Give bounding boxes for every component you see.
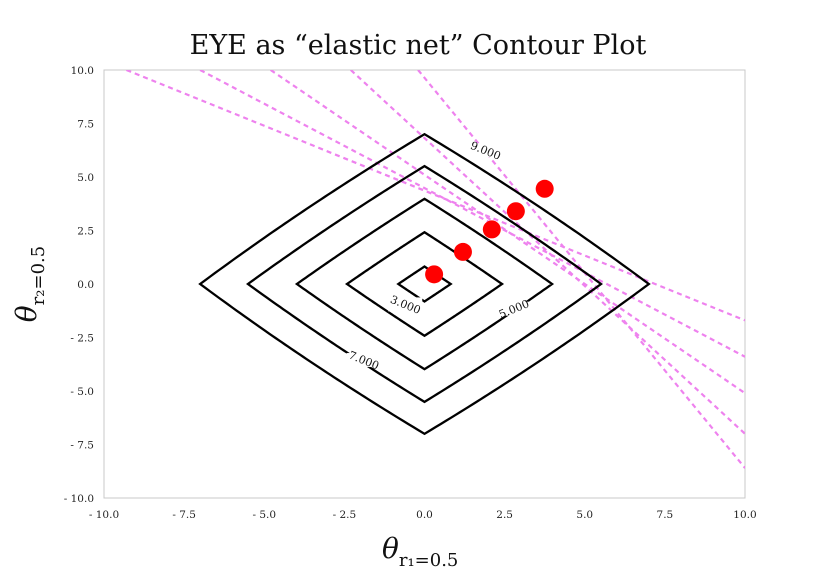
x-axis-label: θr₁=0.5 <box>382 532 458 571</box>
tangent-point <box>506 202 525 221</box>
x-tick-label: - 7.5 <box>172 509 196 521</box>
y-tick-labels: - 10.0 - 7.5 - 5.0 - 2.5 0.0 2.5 5.0 7.5 10.0 <box>64 65 94 505</box>
x-tick-label: - 2.5 <box>333 509 357 521</box>
y-tick-label: - 7.5 <box>70 440 94 452</box>
x-tick-label: 2.5 <box>496 509 513 521</box>
y-tick-label: 5.0 <box>77 172 94 184</box>
x-tick-labels: - 10.0 - 7.5 - 5.0 - 2.5 0.0 2.5 5.0 7.5 10.0 <box>89 509 757 521</box>
y-tick-label: - 2.5 <box>70 333 94 345</box>
x-tick-label: 7.5 <box>657 509 674 521</box>
constraint-line <box>350 70 745 435</box>
x-tick-label: - 5.0 <box>252 509 276 521</box>
svg-text:9.000: 9.000 <box>469 139 503 163</box>
y-tick-label: - 5.0 <box>70 386 94 398</box>
contour-labels: 3.000 5.000 7.000 9.000 <box>346 139 532 373</box>
tangent-point <box>425 265 444 284</box>
contour-label: 3.000 <box>388 293 422 317</box>
contour-lines <box>198 132 651 436</box>
tangent-point <box>535 179 554 198</box>
y-tick-label: - 10.0 <box>64 493 94 505</box>
contour-line <box>396 265 453 303</box>
tangent-point <box>482 220 501 239</box>
tangent-point <box>453 242 472 261</box>
constraint-line <box>126 70 745 322</box>
contour-line <box>246 164 603 404</box>
constraint-line <box>199 70 745 358</box>
chart-title: EYE as “elastic net” Contour Plot <box>190 30 647 61</box>
contour-label: 7.000 <box>346 349 381 373</box>
x-axis-label-main: θ <box>382 532 399 565</box>
plot-frame <box>103 69 746 499</box>
y-axis-label-main: θ <box>10 305 43 322</box>
x-tick-label: 0.0 <box>416 509 433 521</box>
y-axis-label-sub: r₂=0.5 <box>28 246 49 306</box>
constraint-line <box>417 70 745 469</box>
y-tick-label: 2.5 <box>77 226 94 238</box>
contour-label: 5.000 <box>497 297 532 321</box>
x-axis-label-sub: r₁=0.5 <box>399 550 459 571</box>
constraint-line <box>270 70 745 395</box>
constraint-lines <box>126 70 745 469</box>
y-axis-label: θr₂=0.5 <box>10 246 49 322</box>
y-tick-label: 0.0 <box>77 279 94 291</box>
x-tick-label: - 10.0 <box>89 509 119 521</box>
contour-line <box>294 197 555 371</box>
contour-label: 9.000 <box>468 139 503 163</box>
svg-text:7.000: 7.000 <box>347 349 381 373</box>
svg-text:5.000: 5.000 <box>497 297 531 321</box>
contour-line <box>198 132 651 436</box>
x-tick-label: 5.0 <box>576 509 593 521</box>
y-tick-label: 10.0 <box>71 65 94 77</box>
tangent-points <box>425 179 554 284</box>
contour-line <box>344 230 505 338</box>
y-tick-label: 7.5 <box>77 119 94 131</box>
x-tick-label: 10.0 <box>733 509 756 521</box>
